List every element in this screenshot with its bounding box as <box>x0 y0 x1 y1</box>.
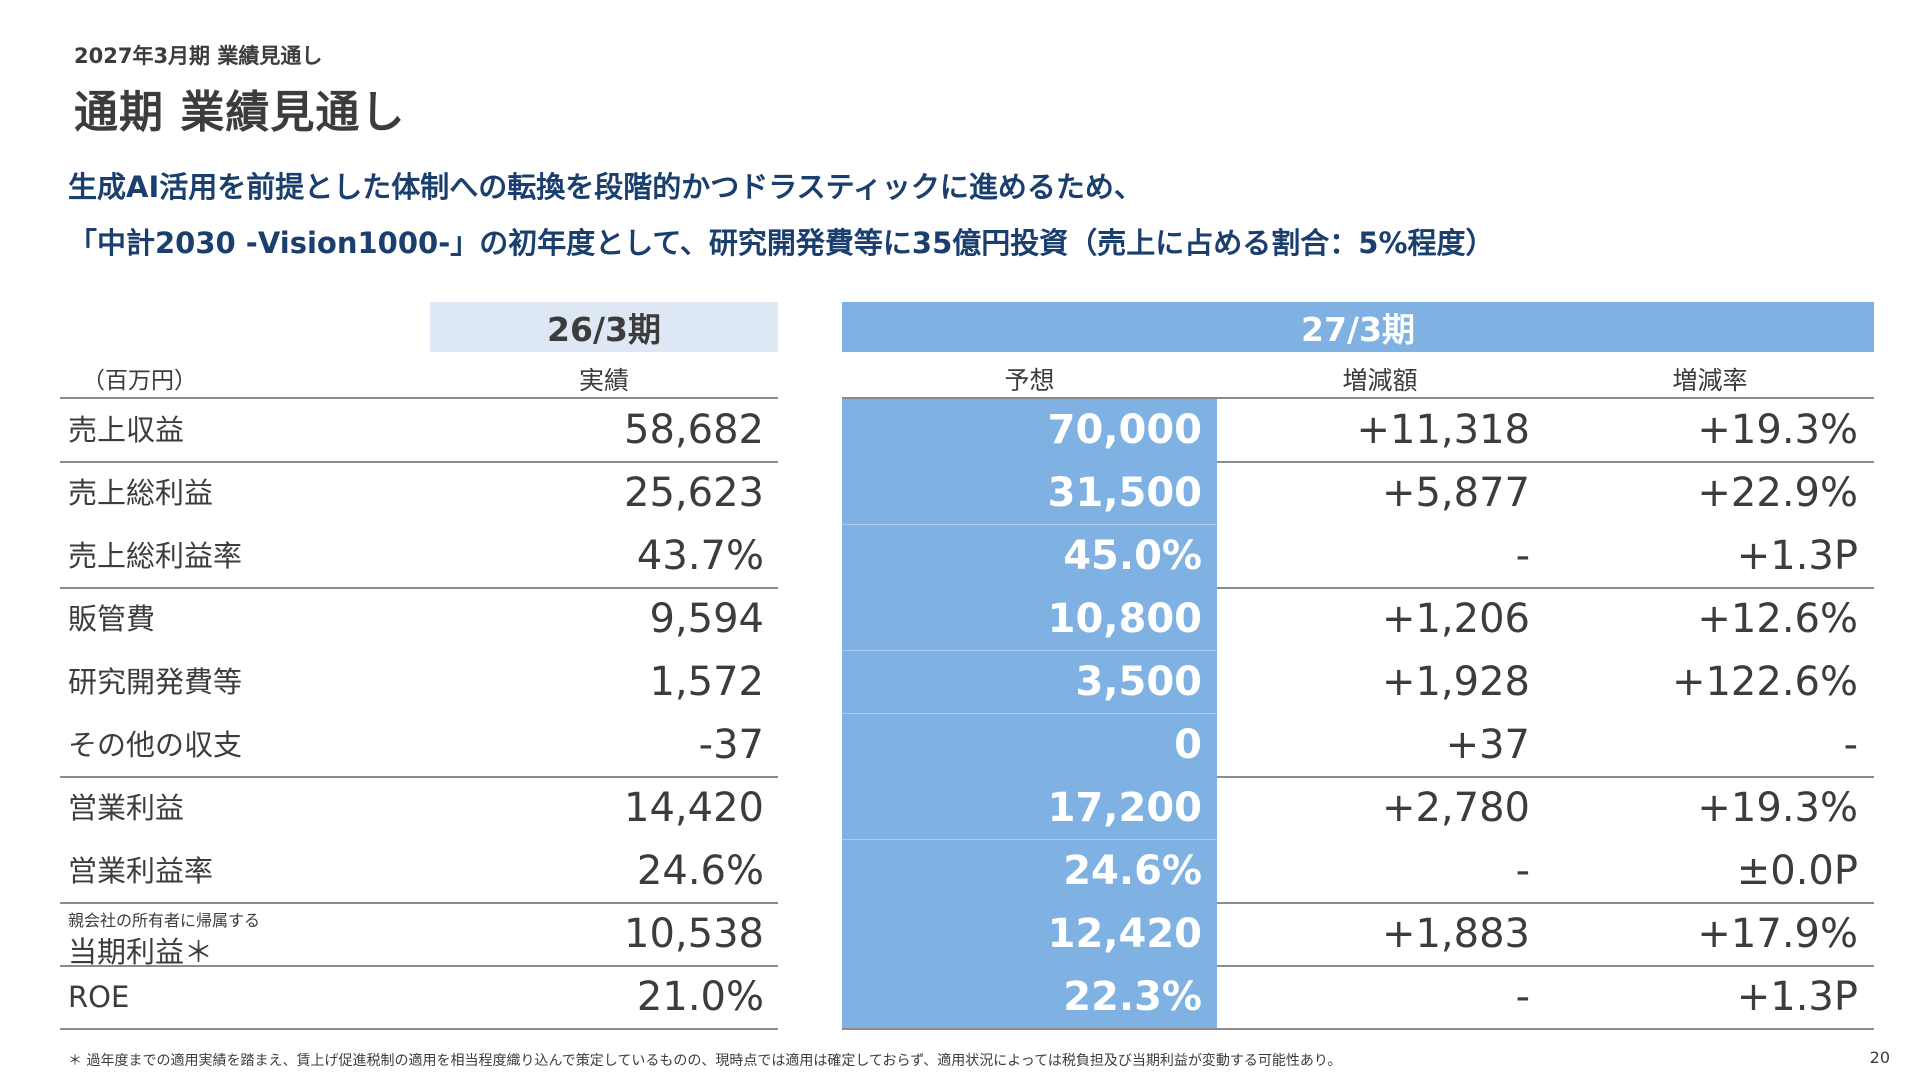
col-header-forecast: 予想 <box>1004 366 1055 395</box>
actual-value: 21.0% <box>636 974 764 1020</box>
change-value: +11,318 <box>1356 407 1530 453</box>
row-label: 営業利益 <box>68 791 185 825</box>
table-bottom-rule <box>842 1028 1874 1030</box>
actual-value: 43.7% <box>636 533 764 579</box>
table-bottom-rule <box>60 1028 778 1030</box>
row-rule <box>842 650 1217 651</box>
rate-value: +122.6% <box>1671 659 1858 705</box>
forecast-value: 12,420 <box>1047 911 1202 957</box>
row-rule <box>1217 902 1874 904</box>
table-row: 研究開発費等 1,572 3,500 +1,928 +122.6% <box>0 651 1920 714</box>
forecast-value: 45.0% <box>1063 533 1202 579</box>
rate-value: +22.9% <box>1697 470 1858 516</box>
row-rule <box>60 587 778 589</box>
change-value: +5,877 <box>1381 470 1530 516</box>
row-rule <box>842 713 1217 714</box>
col-header-rate: 増減率 <box>1672 366 1748 395</box>
row-label: ROE <box>68 980 130 1014</box>
unit-label: （百万円） <box>82 368 197 394</box>
forecast-value: 0 <box>1174 722 1202 768</box>
lead-line-2: 「中計2030 -Vision1000-」の初年度として、研究開発費等に35億円… <box>68 226 1495 260</box>
footnote: ＊ 過年度までの適用実績を踏まえ、賃上げ促進税制の適用を相当程度織り込んで策定し… <box>68 1053 1342 1069</box>
change-value: +1,206 <box>1381 596 1530 642</box>
row-label-main: 当期利益＊ <box>68 935 214 969</box>
period-header-next: 27/3期 <box>842 302 1874 352</box>
actual-value: 10,538 <box>624 911 764 957</box>
rate-value: ±0.0P <box>1736 848 1858 894</box>
row-label-note: 親会社の所有者に帰属する <box>68 911 261 930</box>
row-rule <box>60 776 778 778</box>
row-rule <box>1217 776 1874 778</box>
actual-value: 25,623 <box>624 470 764 516</box>
change-value: +1,928 <box>1381 659 1530 705</box>
page-title: 通期 業績見通し <box>74 87 406 138</box>
row-rule <box>1217 461 1874 463</box>
rate-value: +12.6% <box>1697 596 1858 642</box>
page-number: 20 <box>1869 1048 1890 1067</box>
forecast-value: 17,200 <box>1047 785 1202 831</box>
row-label: 親会社の所有者に帰属する 当期利益＊ <box>68 903 260 971</box>
period-header-prev: 26/3期 <box>430 302 778 352</box>
table-row: 営業利益 14,420 17,200 +2,780 +19.3% <box>0 777 1920 840</box>
rate-value: +19.3% <box>1697 407 1858 453</box>
table-row: 売上総利益率 43.7% 45.0% - +1.3P <box>0 525 1920 588</box>
change-value: - <box>1515 974 1530 1020</box>
rate-value: +17.9% <box>1697 911 1858 957</box>
change-value: +2,780 <box>1381 785 1530 831</box>
rate-value: - <box>1843 722 1858 768</box>
lead-line-1: 生成AI活用を前提とした体制への転換を段階的かつドラスティックに進めるため、 <box>68 170 1143 204</box>
change-value: - <box>1515 533 1530 579</box>
row-rule <box>842 524 1217 525</box>
col-header-actual: 実績 <box>578 366 629 395</box>
forecast-value: 22.3% <box>1063 974 1202 1020</box>
forecast-value: 24.6% <box>1063 848 1202 894</box>
row-label: 研究開発費等 <box>68 665 243 699</box>
actual-value: 9,594 <box>649 596 764 642</box>
change-value: +37 <box>1445 722 1530 768</box>
row-rule <box>60 461 778 463</box>
row-label: 売上総利益 <box>68 476 214 510</box>
change-value: +1,883 <box>1381 911 1530 957</box>
forecast-value: 70,000 <box>1047 407 1202 453</box>
row-label: 売上収益 <box>68 413 185 447</box>
actual-value: 1,572 <box>649 659 764 705</box>
header-rule-right <box>842 397 1874 399</box>
row-label: その他の収支 <box>68 728 243 762</box>
row-rule <box>1217 587 1874 589</box>
row-label: 営業利益率 <box>68 854 214 888</box>
forecast-value: 31,500 <box>1047 470 1202 516</box>
actual-value: -37 <box>698 722 764 768</box>
actual-value: 58,682 <box>624 407 764 453</box>
table-row: 売上総利益 25,623 31,500 +5,877 +22.9% <box>0 462 1920 525</box>
table-row: 営業利益率 24.6% 24.6% - ±0.0P <box>0 840 1920 903</box>
forecast-value: 10,800 <box>1047 596 1202 642</box>
table-row: その他の収支 -37 0 +37 - <box>0 714 1920 777</box>
rate-value: +1.3P <box>1736 974 1858 1020</box>
table-row: 売上収益 58,682 70,000 +11,318 +19.3% <box>0 399 1920 462</box>
forecast-value: 3,500 <box>1075 659 1202 705</box>
col-header-change: 増減額 <box>1342 366 1418 395</box>
header-rule-left <box>60 397 778 399</box>
rate-value: +1.3P <box>1736 533 1858 579</box>
rate-value: +19.3% <box>1697 785 1858 831</box>
row-rule <box>1217 965 1874 967</box>
row-label: 販管費 <box>68 602 156 636</box>
table-row: ROE 21.0% 22.3% - +1.3P <box>0 966 1920 1029</box>
table-row: 販管費 9,594 10,800 +1,206 +12.6% <box>0 588 1920 651</box>
row-rule <box>842 839 1217 840</box>
actual-value: 14,420 <box>624 785 764 831</box>
row-label: 売上総利益率 <box>68 539 243 573</box>
row-rule <box>60 965 778 967</box>
table-row: 親会社の所有者に帰属する 当期利益＊ 10,538 12,420 +1,883 … <box>0 903 1920 969</box>
row-rule <box>60 902 778 904</box>
actual-value: 24.6% <box>636 848 764 894</box>
change-value: - <box>1515 848 1530 894</box>
page-subtitle: 2027年3月期 業績見通し <box>74 44 323 68</box>
